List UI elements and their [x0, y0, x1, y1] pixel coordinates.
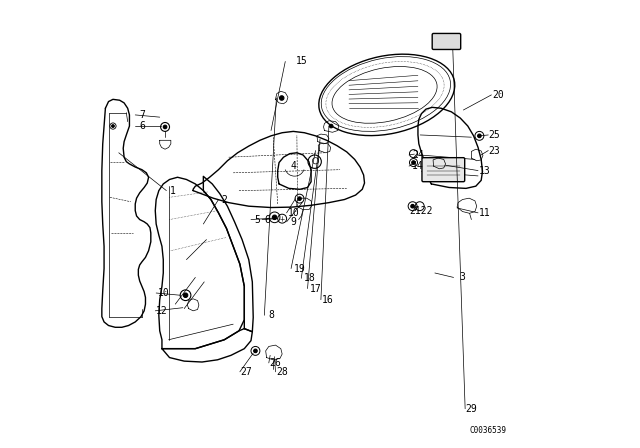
Circle shape: [183, 293, 188, 297]
Text: 26: 26: [269, 358, 282, 368]
Text: 14: 14: [412, 161, 424, 171]
Text: 5: 5: [255, 215, 260, 224]
Circle shape: [298, 197, 301, 200]
Text: 15: 15: [296, 56, 308, 66]
Circle shape: [280, 96, 284, 100]
Text: 6: 6: [264, 215, 271, 224]
Text: 11: 11: [479, 208, 491, 218]
Circle shape: [330, 124, 333, 128]
Text: 25: 25: [489, 130, 500, 140]
Text: 1: 1: [170, 185, 176, 196]
Circle shape: [163, 125, 167, 129]
Text: 4: 4: [291, 161, 296, 171]
Text: C0036539: C0036539: [469, 426, 506, 435]
Text: 27: 27: [241, 367, 252, 377]
Text: 19: 19: [294, 263, 306, 274]
Circle shape: [273, 215, 277, 220]
Text: 6: 6: [139, 121, 145, 131]
Text: 29: 29: [465, 404, 477, 414]
FancyBboxPatch shape: [432, 34, 461, 49]
Text: 12: 12: [156, 306, 168, 316]
Text: 7: 7: [139, 110, 145, 120]
Text: 13: 13: [479, 166, 491, 176]
Text: 16: 16: [322, 295, 334, 305]
Circle shape: [411, 204, 414, 208]
Text: 2122: 2122: [410, 206, 433, 215]
Text: 10: 10: [158, 288, 170, 298]
Text: 8: 8: [268, 310, 274, 320]
Text: 17: 17: [310, 284, 321, 293]
Text: 28: 28: [276, 367, 288, 377]
Text: 23: 23: [489, 146, 500, 155]
Circle shape: [253, 349, 257, 353]
Text: 2: 2: [221, 194, 227, 205]
Text: 3: 3: [460, 272, 465, 282]
Circle shape: [477, 134, 481, 138]
FancyBboxPatch shape: [422, 158, 465, 182]
Text: 18: 18: [303, 273, 315, 283]
Circle shape: [111, 125, 115, 127]
Text: 24: 24: [412, 150, 424, 160]
Text: 20: 20: [492, 90, 504, 100]
Circle shape: [412, 161, 415, 164]
Text: 9: 9: [291, 217, 296, 227]
Text: 10: 10: [287, 208, 299, 218]
